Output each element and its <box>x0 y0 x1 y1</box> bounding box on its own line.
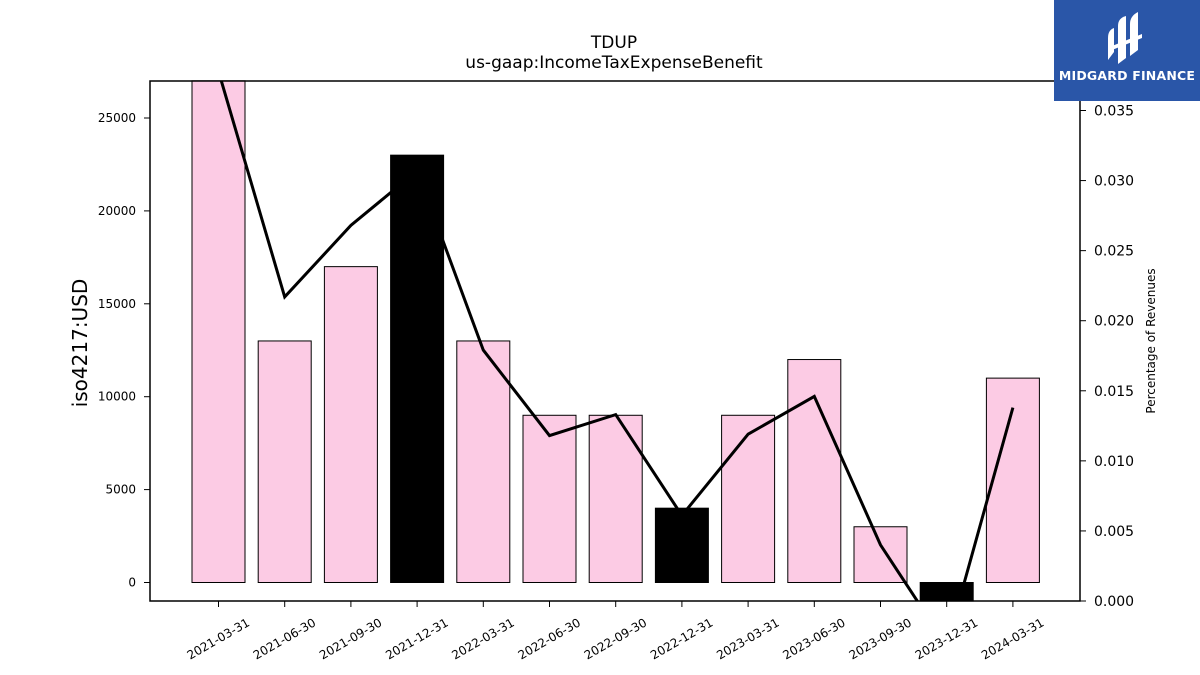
x-tick-label: 2023-12-31 <box>913 615 980 662</box>
plot-frame <box>149 80 1081 602</box>
bar-group <box>191 80 1040 602</box>
bar-2021-09-30 <box>323 266 378 583</box>
x-tick-label: 2021-12-31 <box>383 615 450 662</box>
bar-2022-03-31 <box>456 340 511 583</box>
y-tick-label: 25000 <box>98 111 136 125</box>
x-tick-label: 2022-12-31 <box>648 615 715 662</box>
x-tick-label: 2022-03-31 <box>449 615 516 662</box>
x-tick-label: 2023-03-31 <box>714 615 781 662</box>
x-tick-label: 2021-03-31 <box>185 615 252 662</box>
y2-tick-label: 0.010 <box>1094 454 1134 470</box>
y-tick-label: 15000 <box>98 297 136 311</box>
midgard-logo-icon <box>1108 12 1142 64</box>
x-tick-label: 2021-09-30 <box>317 615 384 662</box>
y2-tick-label: 0.005 <box>1094 524 1134 540</box>
x-tick-label: 2022-09-30 <box>582 615 649 662</box>
x-tick-label: 2022-06-30 <box>516 615 583 662</box>
chart-title: TDUP <box>590 33 637 53</box>
y-tick-label: 5000 <box>105 483 136 497</box>
bar-2023-06-30 <box>787 359 842 584</box>
logo-text: MIDGARD FINANCE <box>1058 68 1196 83</box>
y-tick-label: 20000 <box>98 204 136 218</box>
bar-2022-12-31 <box>654 507 709 583</box>
y2-tick-label: 0.000 <box>1094 594 1134 610</box>
y-tick-label: 0 <box>128 576 136 590</box>
y2-tick-label: 0.030 <box>1094 174 1134 190</box>
series-line <box>219 81 1015 601</box>
x-tick-label: 2023-09-30 <box>847 615 914 662</box>
bar-2023-12-31 <box>919 582 974 602</box>
x-tick-label: 2024-03-31 <box>979 615 1046 662</box>
x-tick-label: 2021-06-30 <box>251 615 318 662</box>
bar-2022-06-30 <box>522 414 577 583</box>
y2-tick-label: 0.035 <box>1094 104 1134 120</box>
x-tick-label: 2023-06-30 <box>780 615 847 662</box>
y-axis-label: iso4217:USD <box>68 279 92 408</box>
y2-tick-label: 0.020 <box>1094 314 1134 330</box>
bar-2021-12-31 <box>390 154 445 583</box>
bar-2023-03-31 <box>721 414 776 583</box>
y2-tick-label: 0.015 <box>1094 384 1134 400</box>
bar-2021-03-31 <box>191 80 246 583</box>
chart-subtitle: us-gaap:IncomeTaxExpenseBenefit <box>465 53 763 73</box>
y2-tick-label: 0.025 <box>1094 244 1134 260</box>
line-group <box>219 81 1015 601</box>
logo: MIDGARD FINANCE <box>1054 0 1200 101</box>
y2-axis-label: Percentage of Revenues <box>1144 268 1158 413</box>
y-tick-label: 10000 <box>98 390 136 404</box>
bar-2021-06-30 <box>257 340 312 583</box>
